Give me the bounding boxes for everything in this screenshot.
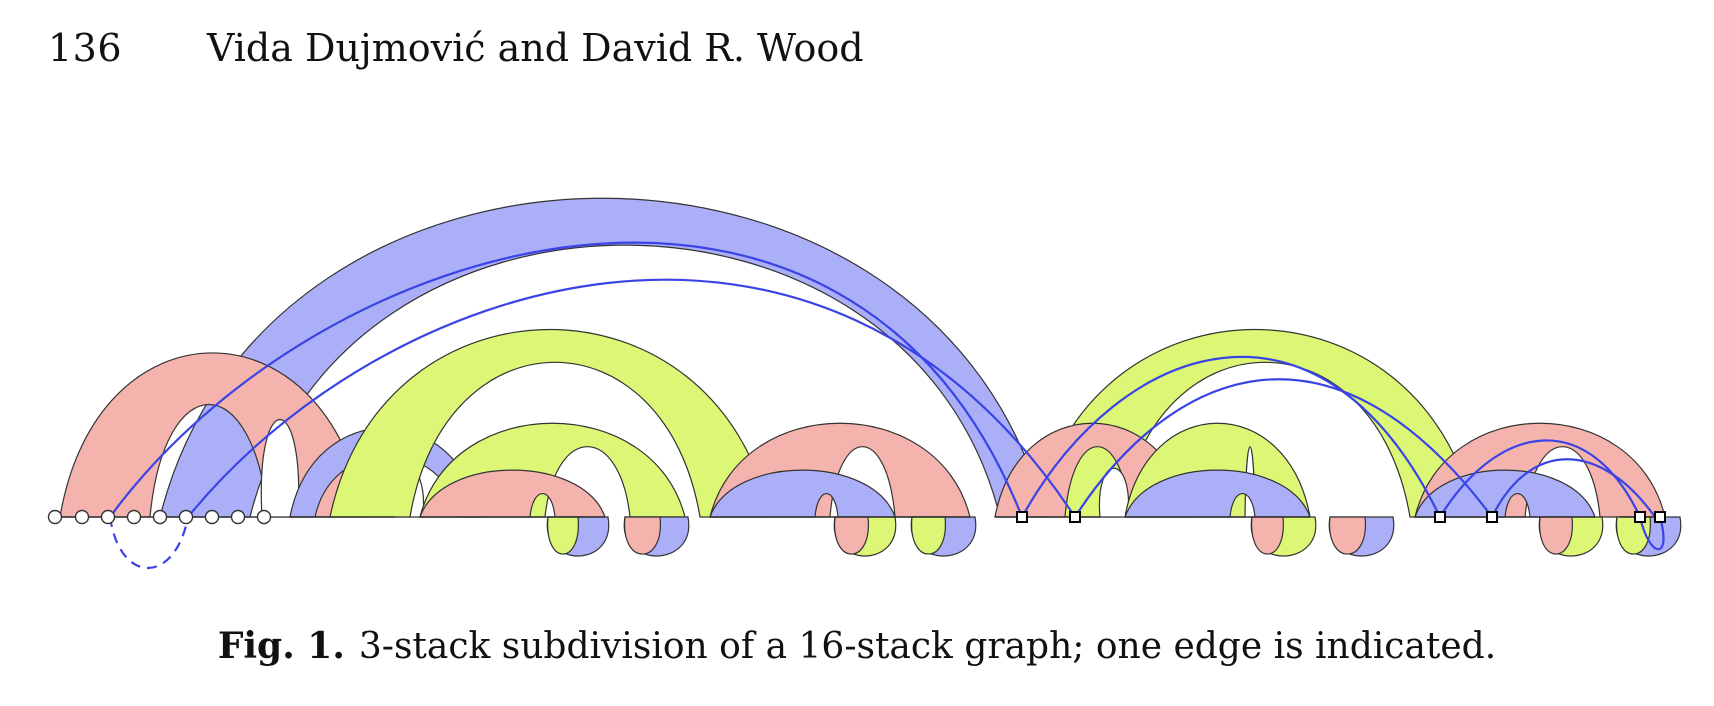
spine-vertex	[74, 509, 90, 525]
lobe-pink-6	[1329, 516, 1366, 555]
spine-vertex	[126, 509, 142, 525]
lobe-green-4	[911, 516, 946, 555]
arc-bands	[59, 197, 1682, 557]
spine-vertex	[230, 509, 246, 525]
division-vertex	[1634, 511, 1646, 523]
page-number: 136	[48, 26, 123, 70]
lobe-pink-7	[1539, 516, 1573, 555]
spine-vertex	[47, 509, 63, 525]
spine-vertex	[204, 509, 220, 525]
mid-blue-small	[709, 469, 896, 518]
figure-caption: Fig. 1. 3-stack subdivision of a 16-stack…	[0, 625, 1714, 667]
lobe-pink-5	[1251, 516, 1284, 555]
division-vertex	[1654, 511, 1666, 523]
edge-path-2	[187, 278, 1076, 518]
right-blue-small	[1124, 469, 1311, 518]
page-header: 136 Vida Dujmović and David R. Wood	[0, 22, 1714, 78]
spine-vertex	[178, 509, 194, 525]
division-vertex	[1486, 511, 1498, 523]
caption-label: Fig. 1.	[217, 625, 345, 667]
spine-vertex	[100, 509, 116, 525]
division-vertex	[1016, 511, 1028, 523]
edge-path-6	[1491, 458, 1656, 518]
dashed-edge	[108, 516, 190, 570]
vertices	[47, 509, 1666, 525]
lobe-pink-3	[834, 516, 869, 555]
edge-path-3	[1021, 355, 1441, 518]
running-title: Vida Dujmović and David R. Wood	[207, 26, 864, 70]
division-vertex	[1434, 511, 1446, 523]
caption-text: 3-stack subdivision of a 16-stack graph;…	[358, 626, 1497, 667]
stack-layout-diagram	[47, 197, 1682, 570]
lobe-pink-2	[624, 516, 661, 555]
lobe-green-1	[547, 516, 579, 555]
edge-path-7	[1638, 516, 1665, 551]
spine-vertex	[152, 509, 168, 525]
figure	[0, 140, 1714, 580]
division-vertex	[1069, 511, 1081, 523]
edge-path-4	[1074, 378, 1493, 518]
edge-path-5	[1439, 439, 1641, 518]
spine-vertex	[256, 509, 272, 525]
left-pink-small	[419, 469, 606, 518]
indicated-edge	[108, 241, 1665, 570]
